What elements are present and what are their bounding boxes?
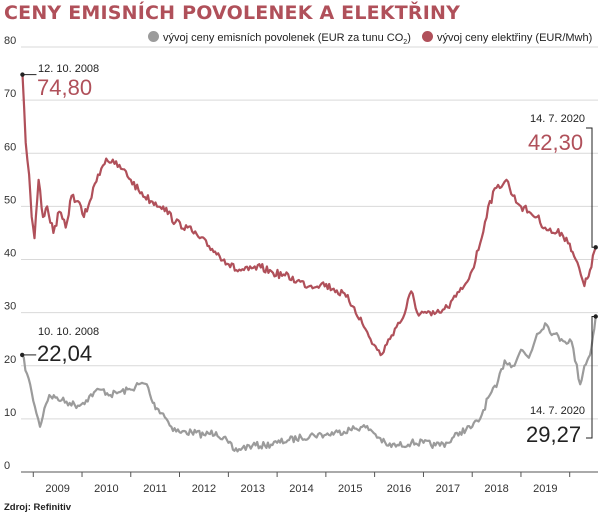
electricity-start-value-label: 74,80 (37, 75, 92, 100)
electricity-end-point (593, 245, 598, 250)
legend-emissions-label: vývoj ceny emisních povolenek (EUR za tu… (163, 32, 404, 44)
emissions-end-date-label: 14. 7. 2020 (530, 405, 585, 417)
emissions-start-value-label: 22,04 (37, 341, 92, 366)
x-tick-label-2010: 2010 (94, 483, 118, 495)
legend-emissions-swatch (148, 31, 159, 42)
y-tick-label-30: 30 (4, 301, 16, 313)
legend-electricity-swatch (422, 31, 433, 42)
line-chart: 0 10 20 30 40 50 60 70 80 2009 2010 2011 2012 2013 201… (4, 35, 598, 495)
x-tick-label-2013: 2013 (241, 483, 265, 495)
y-tick-label-60: 60 (4, 141, 16, 153)
x-tick-label-2012: 2012 (192, 483, 216, 495)
legend-electricity-label: vývoj ceny elektřiny (EUR/Mwh) (437, 32, 593, 44)
electricity-end-date-label: 14. 7. 2020 (530, 113, 585, 125)
x-tick-label-2018: 2018 (484, 483, 508, 495)
x-tick-label-2019: 2019 (533, 483, 557, 495)
emissions-series-line (21, 316, 597, 453)
electricity-end-value-label: 42,30 (528, 130, 583, 155)
emissions-end-point (593, 314, 598, 319)
source-note: Zdroj: Refinitiv (4, 502, 72, 513)
x-tick-label-2016: 2016 (387, 483, 411, 495)
electricity-end-bracket (586, 127, 596, 248)
y-tick-label-80: 80 (4, 35, 16, 47)
emissions-start-date-label: 10. 10. 2008 (38, 326, 99, 338)
legend-emissions-subscript: 2 (403, 39, 408, 47)
x-tick-label-2014: 2014 (289, 483, 313, 495)
y-tick-label-10: 10 (4, 407, 16, 419)
x-tick-label-2017: 2017 (436, 483, 460, 495)
electricity-start-date-label: 12. 10. 2008 (38, 63, 99, 75)
y-tick-label-40: 40 (4, 248, 16, 260)
y-tick-label-20: 20 (4, 354, 16, 366)
emissions-end-bracket (586, 316, 596, 439)
x-tick-label-2011: 2011 (143, 483, 167, 495)
x-tick-label-2009: 2009 (45, 483, 69, 495)
y-tick-label-70: 70 (4, 88, 16, 100)
legend-emissions-close: ) (407, 32, 411, 44)
legend-emissions: vývoj ceny emisních povolenek (EUR za tu… (148, 31, 411, 46)
chart-title: CENY EMISNÍCH POVOLENEK A ELEKTŘINY (4, 2, 461, 24)
x-tick-label-2015: 2015 (338, 483, 362, 495)
y-tick-label-50: 50 (4, 194, 16, 206)
electricity-series-line (21, 74, 597, 357)
emissions-end-value-label: 29,27 (526, 422, 581, 447)
y-tick-label-0: 0 (4, 460, 10, 472)
legend-electricity: vývoj ceny elektřiny (EUR/Mwh) (422, 31, 592, 44)
